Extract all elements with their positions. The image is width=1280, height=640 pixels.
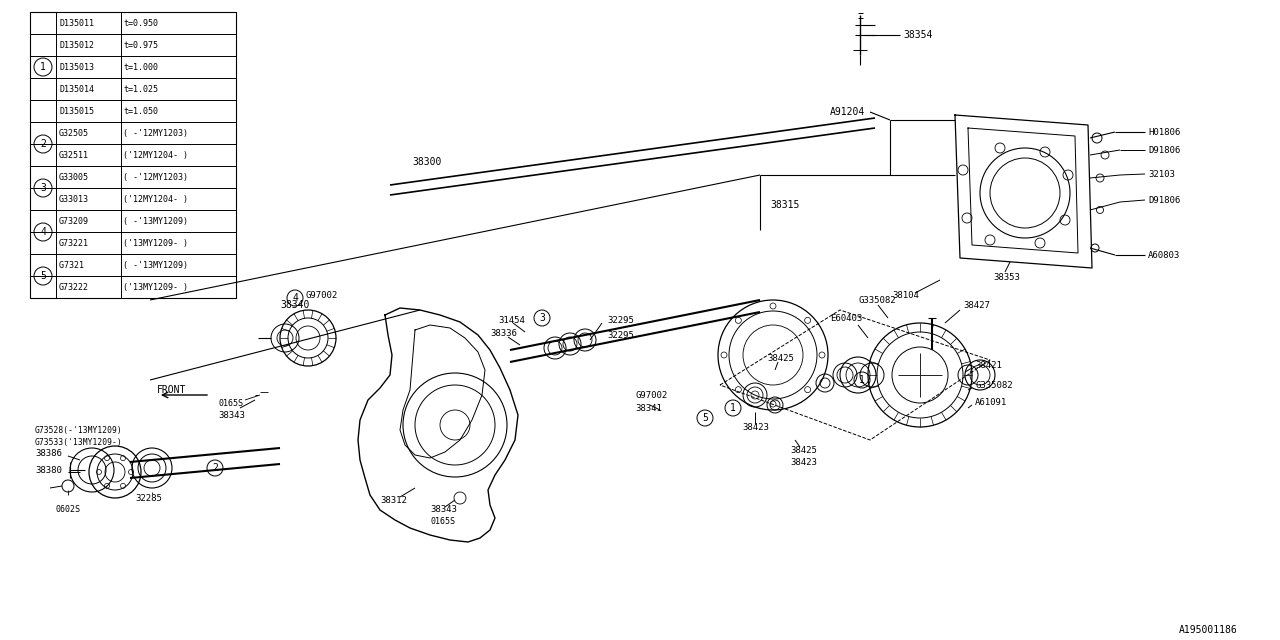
Text: A195001186: A195001186 — [1179, 625, 1238, 635]
Text: 32103: 32103 — [1148, 170, 1175, 179]
Text: ('13MY1209- ): ('13MY1209- ) — [123, 239, 188, 248]
Text: ( -'12MY1203): ( -'12MY1203) — [123, 129, 188, 138]
Text: G73528(-'13MY1209): G73528(-'13MY1209) — [35, 426, 123, 435]
Text: G73221: G73221 — [59, 239, 90, 248]
Text: D135015: D135015 — [59, 106, 93, 115]
Text: 1: 1 — [730, 403, 736, 413]
Text: E60403: E60403 — [829, 314, 863, 323]
Text: 32295: 32295 — [607, 316, 634, 324]
Text: 38343: 38343 — [430, 506, 457, 515]
Text: 5: 5 — [701, 413, 708, 423]
Text: t=0.975: t=0.975 — [123, 40, 157, 49]
Text: 32285: 32285 — [134, 493, 161, 502]
Text: 3: 3 — [539, 313, 545, 323]
Text: ('13MY1209- ): ('13MY1209- ) — [123, 282, 188, 291]
Text: G97002: G97002 — [305, 291, 337, 300]
Text: 38312: 38312 — [380, 495, 407, 504]
Text: 38425: 38425 — [767, 353, 794, 362]
Text: D135014: D135014 — [59, 84, 93, 93]
Text: A61091: A61091 — [975, 397, 1007, 406]
Text: D135012: D135012 — [59, 40, 93, 49]
Text: G32511: G32511 — [59, 150, 90, 159]
Text: t=1.050: t=1.050 — [123, 106, 157, 115]
Text: H01806: H01806 — [1148, 127, 1180, 136]
Text: D91806: D91806 — [1148, 145, 1180, 154]
Text: 38341: 38341 — [635, 403, 662, 413]
Text: G73209: G73209 — [59, 216, 90, 225]
Text: 38354: 38354 — [902, 30, 932, 40]
Text: G335082: G335082 — [975, 381, 1012, 390]
Text: D135013: D135013 — [59, 63, 93, 72]
Text: 0602S: 0602S — [55, 506, 81, 515]
Text: G73222: G73222 — [59, 282, 90, 291]
Text: 3: 3 — [40, 183, 46, 193]
Text: 38300: 38300 — [412, 157, 442, 167]
Text: 4: 4 — [292, 293, 298, 303]
Text: 38343: 38343 — [218, 410, 244, 419]
Text: A60803: A60803 — [1148, 250, 1180, 259]
Text: 31454: 31454 — [498, 316, 525, 324]
Text: A91204: A91204 — [829, 107, 865, 117]
Text: 38104: 38104 — [892, 291, 919, 300]
Text: ('12MY1204- ): ('12MY1204- ) — [123, 150, 188, 159]
Text: G97002: G97002 — [635, 390, 667, 399]
Text: 1: 1 — [40, 62, 46, 72]
Text: t=1.025: t=1.025 — [123, 84, 157, 93]
Text: 38423: 38423 — [790, 458, 817, 467]
Text: t=1.000: t=1.000 — [123, 63, 157, 72]
Text: 38380: 38380 — [35, 465, 61, 474]
Text: FRONT: FRONT — [157, 385, 187, 395]
Text: 38427: 38427 — [963, 301, 989, 310]
Text: 5: 5 — [40, 271, 46, 281]
Text: D135011: D135011 — [59, 19, 93, 28]
Text: 2: 2 — [212, 463, 218, 473]
Text: ('12MY1204- ): ('12MY1204- ) — [123, 195, 188, 204]
Text: 4: 4 — [40, 227, 46, 237]
Text: ( -'13MY1209): ( -'13MY1209) — [123, 216, 188, 225]
Text: 0165S: 0165S — [218, 399, 243, 408]
Text: G33013: G33013 — [59, 195, 90, 204]
Text: G33005: G33005 — [59, 173, 90, 182]
Text: 38315: 38315 — [771, 200, 800, 210]
Text: 38353: 38353 — [993, 273, 1020, 282]
Text: 38423: 38423 — [742, 422, 769, 431]
Text: G335082: G335082 — [858, 296, 896, 305]
Text: 38340: 38340 — [280, 300, 310, 310]
Text: G7321: G7321 — [59, 260, 90, 269]
Text: 38421: 38421 — [975, 360, 1002, 369]
Text: t=0.950: t=0.950 — [123, 19, 157, 28]
Text: 32295: 32295 — [607, 330, 634, 339]
Text: 38336: 38336 — [490, 328, 517, 337]
Text: G73533('13MY1209-): G73533('13MY1209-) — [35, 438, 123, 447]
Text: D91806: D91806 — [1148, 195, 1180, 205]
Text: G32505: G32505 — [59, 129, 90, 138]
Bar — [29, 12, 236, 298]
Text: 1: 1 — [859, 375, 865, 385]
Text: 2: 2 — [40, 139, 46, 149]
Text: ( -'13MY1209): ( -'13MY1209) — [123, 260, 188, 269]
Text: ( -'12MY1203): ( -'12MY1203) — [123, 173, 188, 182]
Text: 38386: 38386 — [35, 449, 61, 458]
Text: 0165S: 0165S — [430, 518, 454, 527]
Text: 38425: 38425 — [790, 445, 817, 454]
